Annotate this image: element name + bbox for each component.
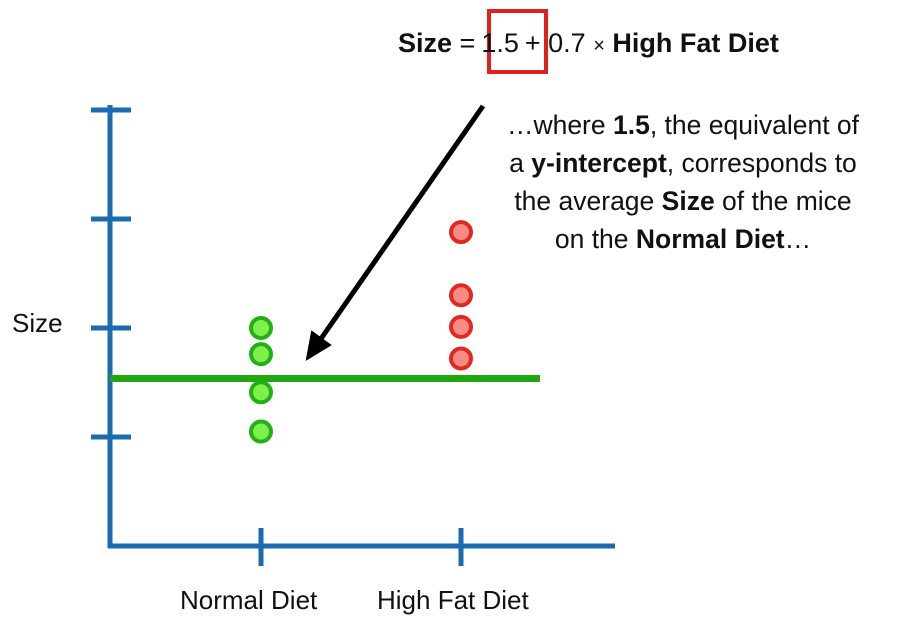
equation-variable: High Fat Diet (612, 28, 779, 58)
data-point (449, 283, 473, 308)
x-tick-label-normal-diet: Normal Diet (180, 585, 318, 615)
data-point (449, 346, 473, 371)
caption-line: …where 1.5, the equivalent of (470, 106, 896, 144)
data-point (249, 342, 273, 367)
arrow-shaft (315, 104, 486, 345)
data-point (249, 316, 273, 340)
caption-emphasis: Normal Diet (635, 224, 785, 254)
equation-lhs: Size (398, 28, 453, 58)
caption-text: of the mice (714, 186, 852, 216)
caption-emphasis: y-intercept (531, 148, 667, 178)
caption-text: , the equivalent of (649, 110, 860, 140)
equation-slope: + 0.7 (524, 28, 586, 58)
equation: Size = 1.5 + 0.7 × High Fat Diet (398, 28, 779, 59)
y-axis-label: Size (12, 308, 63, 338)
caption-text: … (784, 224, 812, 254)
equation-times: × (593, 35, 605, 57)
caption-line: a y-intercept, corresponds to (470, 144, 896, 182)
data-point (449, 220, 473, 245)
caption-text: …where (506, 110, 613, 140)
data-point (249, 380, 273, 405)
arrow-head (305, 330, 332, 362)
data-point (249, 419, 273, 444)
caption-text: , corresponds to (666, 148, 857, 178)
caption-text: the average (514, 186, 662, 216)
caption-emphasis: Size (661, 186, 715, 216)
caption-line: on the Normal Diet… (470, 220, 896, 258)
caption: …where 1.5, the equivalent of a y-interce… (470, 106, 896, 258)
equation-intercept: 1.5 (481, 28, 519, 58)
x-tick-label-high-fat-diet: High Fat Diet (377, 585, 529, 615)
caption-text: on the (554, 224, 636, 254)
intercept-highlight-box (487, 9, 548, 74)
caption-text: a (509, 148, 532, 178)
equation-equals: = (459, 28, 476, 58)
data-point (449, 314, 473, 339)
caption-emphasis: 1.5 (612, 110, 650, 140)
caption-line: the average Size of the mice (470, 182, 896, 220)
